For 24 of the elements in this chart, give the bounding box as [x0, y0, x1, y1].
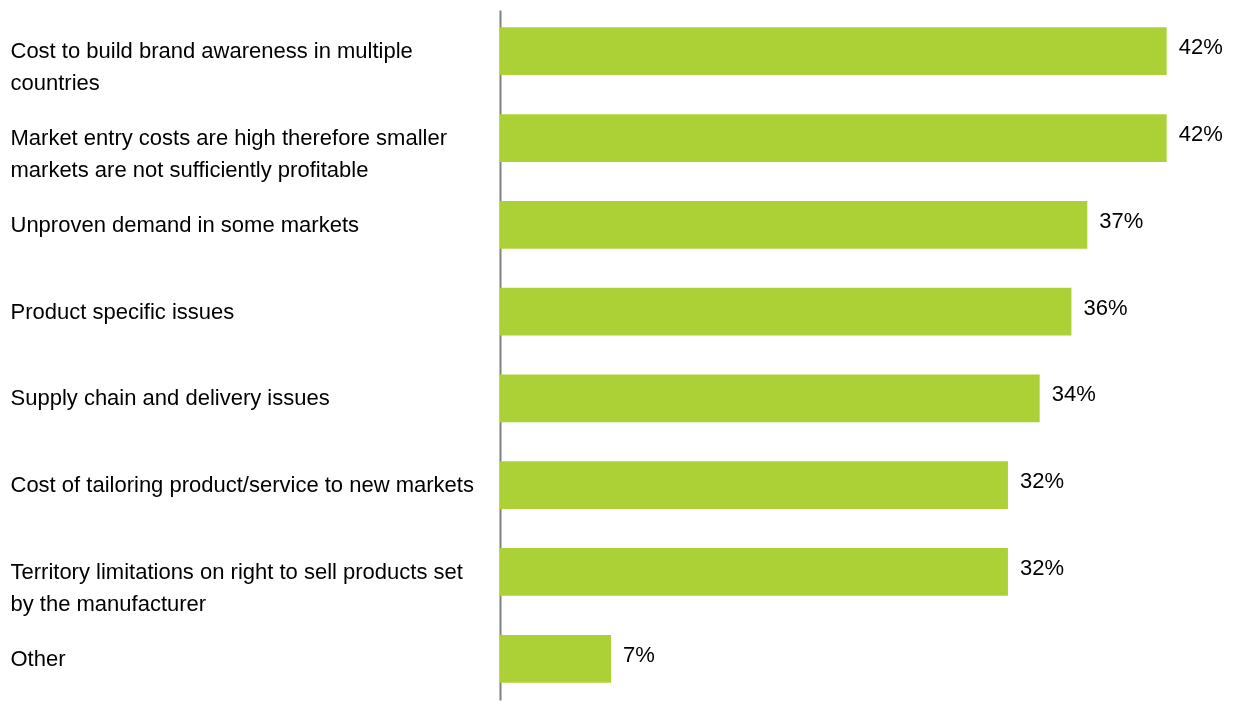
y-tick-label: Other [10, 645, 66, 671]
data-label: 42% [1178, 34, 1223, 60]
y-tick-label: Supply chain and delivery issues [10, 385, 330, 411]
y-tick-label: Market entry costs are high therefore smaller markets are not sufficiently profitable [10, 125, 448, 183]
bar [500, 634, 612, 683]
y-tick-label: Cost to build brand awareness in multiple countries [10, 38, 413, 96]
bar [500, 548, 1008, 596]
y-tick-label: Territory limitations on right to sell products set by the manufacturer [10, 558, 463, 616]
bar [500, 374, 1040, 423]
data-label: 42% [1178, 121, 1223, 147]
data-label: 36% [1083, 294, 1128, 320]
y-tick-label: Product specific issues [10, 298, 235, 324]
data-label: 37% [1099, 207, 1144, 233]
data-label: 7% [623, 641, 655, 667]
bar [500, 114, 1167, 162]
bar [500, 27, 1167, 76]
bar [500, 200, 1088, 249]
data-label: 32% [1019, 468, 1064, 494]
data-label: 32% [1019, 554, 1064, 580]
bar [500, 461, 1008, 510]
y-tick-label: Unproven demand in some markets [10, 211, 359, 237]
bar [500, 287, 1072, 336]
y-tick-label: Cost of tailoring product/service to new markets [10, 472, 474, 498]
data-label: 34% [1051, 381, 1096, 407]
